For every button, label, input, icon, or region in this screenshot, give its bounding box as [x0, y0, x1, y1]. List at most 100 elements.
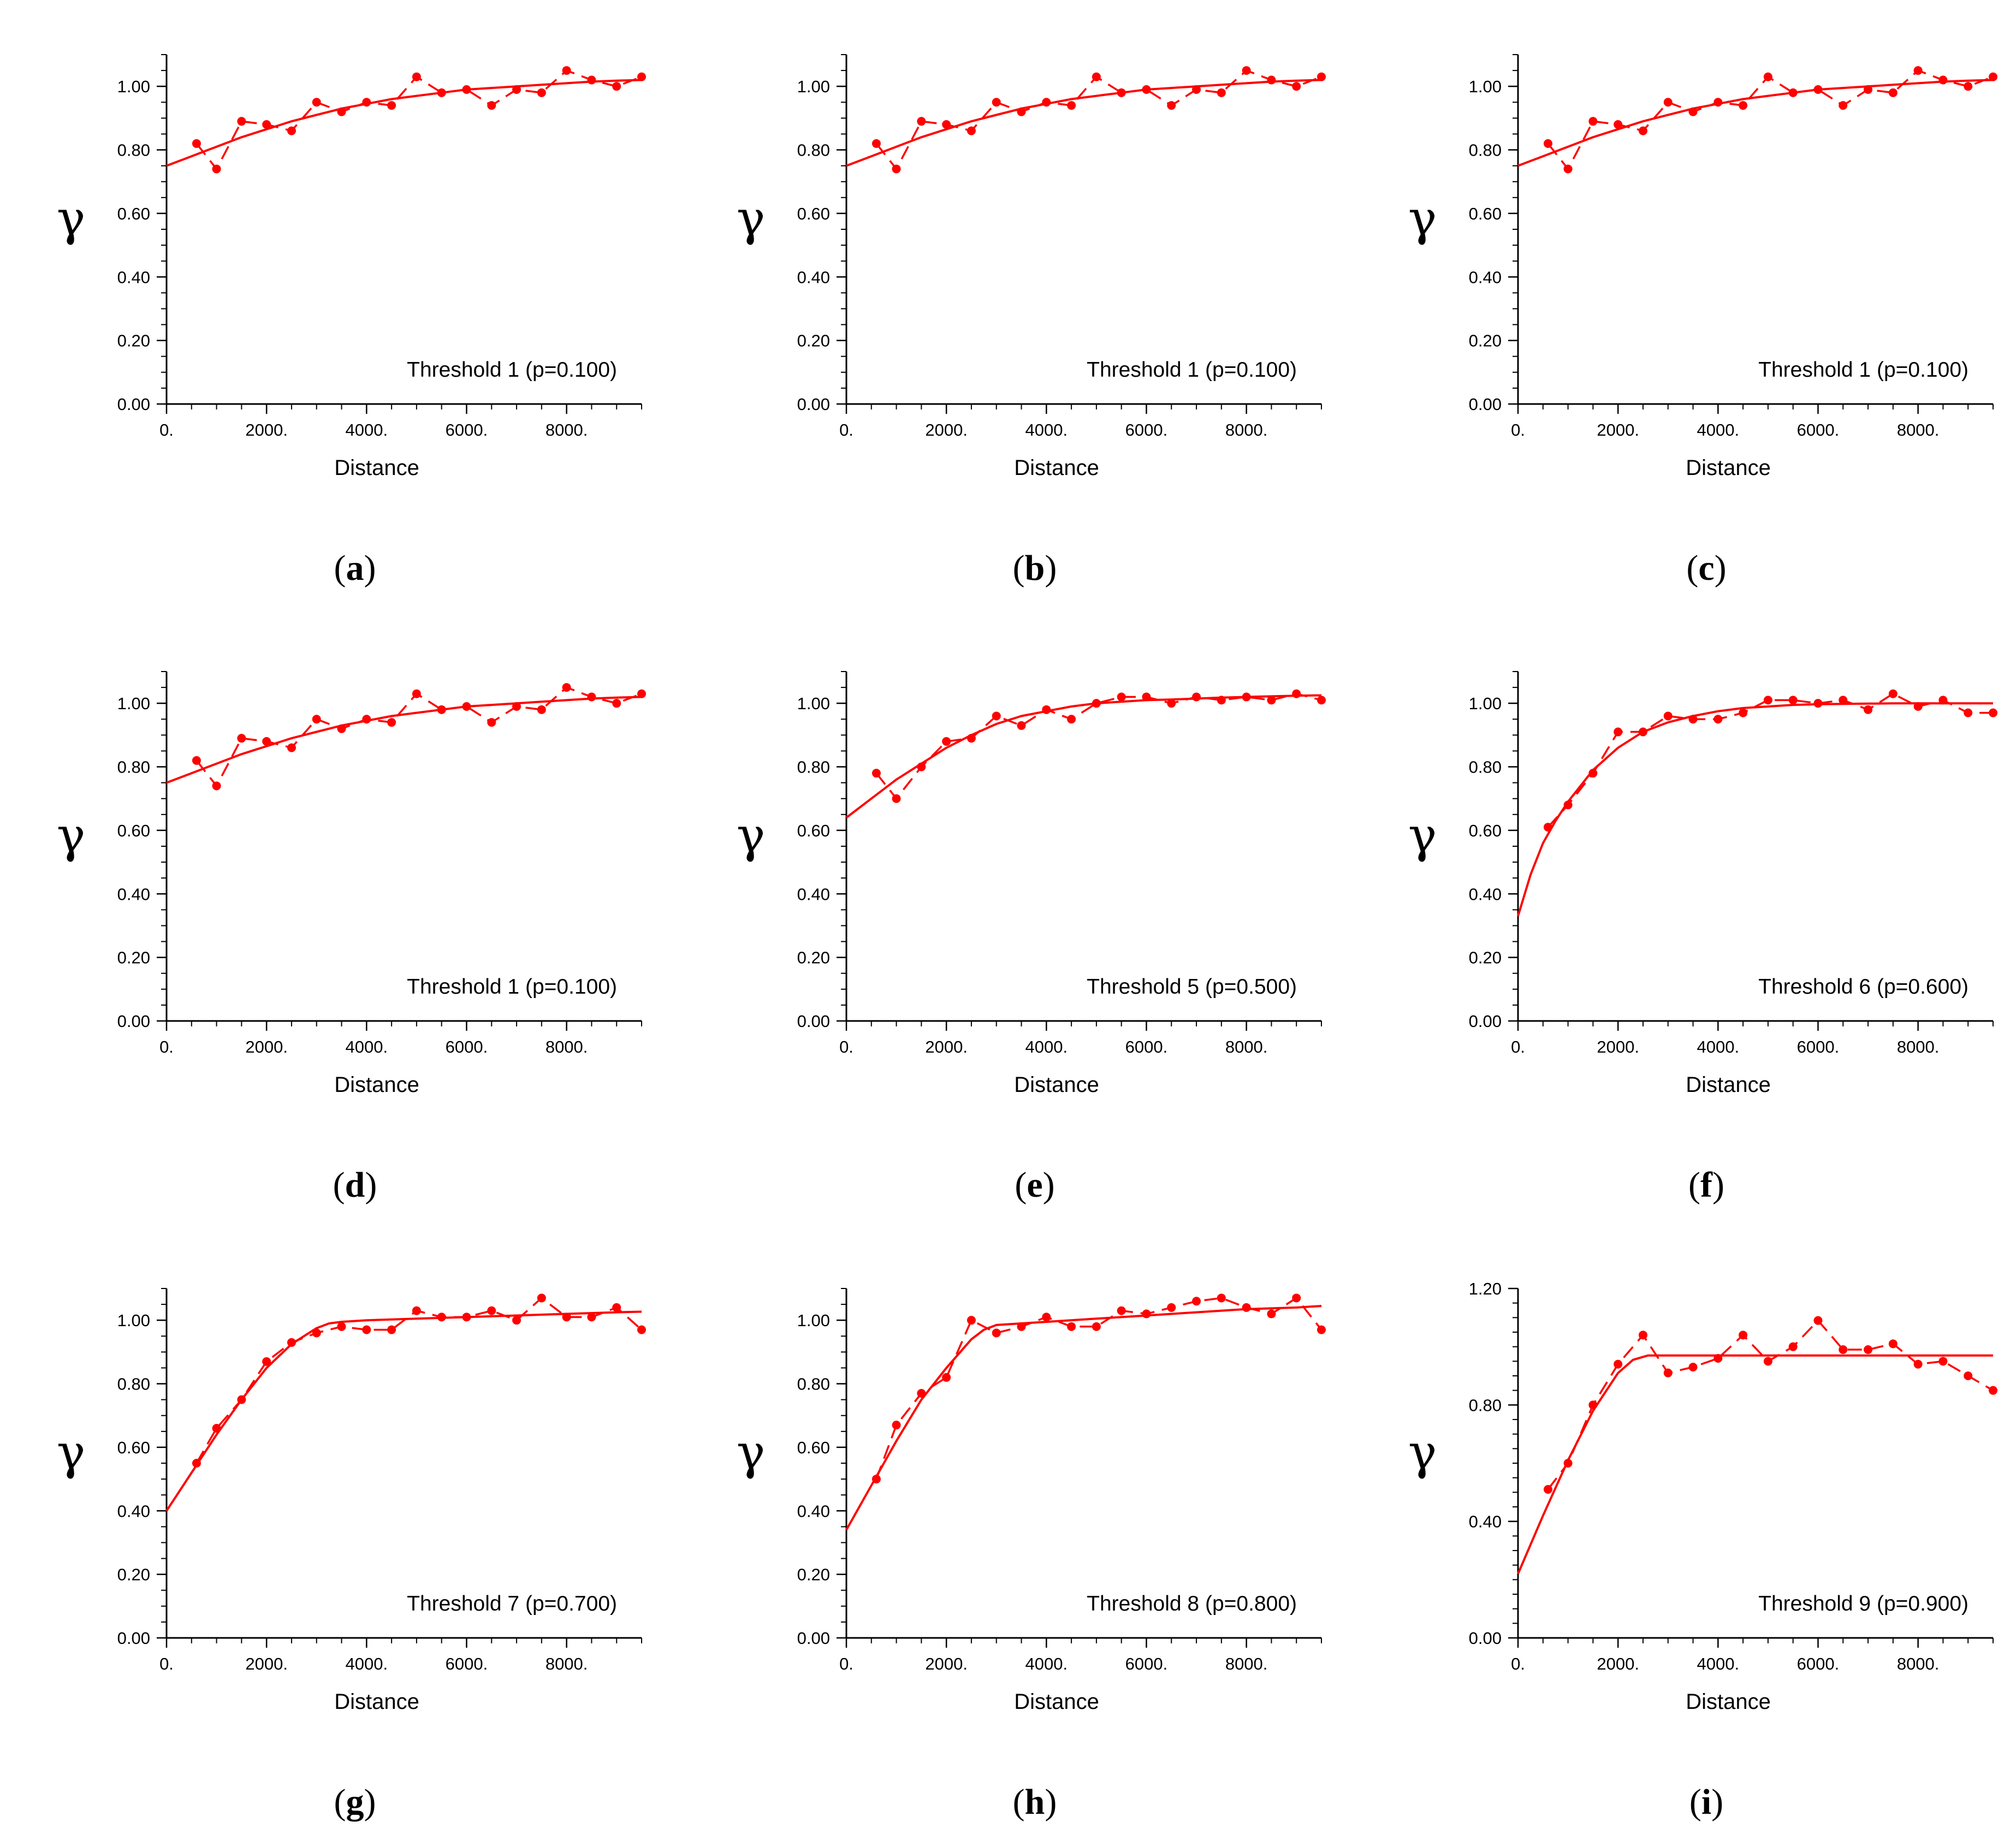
y-tick-label: 0.80 — [797, 141, 830, 160]
chart-svg: 0.00 0.20 0.40 0.60 0.80 1.00 0. 2000. 4000. 6000… — [1408, 54, 1997, 588]
data-point — [1067, 1322, 1076, 1331]
x-axis-title: Distance — [334, 1073, 419, 1097]
y-tick-label: 0.00 — [117, 395, 150, 414]
data-point — [1192, 692, 1201, 702]
threshold-annotation: Threshold 1 (p=0.100) — [407, 975, 617, 999]
data-point — [1167, 699, 1176, 708]
y-tick-label: 0.80 — [117, 758, 150, 777]
y-axis-title: γ — [737, 190, 766, 246]
x-tick-label: 6000. — [1125, 1654, 1168, 1673]
y-tick-label: 0.80 — [1469, 141, 1502, 160]
y-tick-label: 0.40 — [117, 884, 150, 904]
chart-panel-f: 0.00 0.20 0.40 0.60 0.80 1.00 0. 2000. 4000. 6000… — [1351, 617, 2016, 1230]
caption-paren-open: ( — [1686, 548, 1698, 588]
data-point — [387, 718, 396, 727]
y-tick-label: 0.80 — [1469, 758, 1502, 777]
y-tick-label: 0.40 — [117, 1501, 150, 1521]
data-point — [1938, 75, 1948, 85]
y-tick-label: 0.00 — [797, 395, 830, 414]
x-tick-label: 2000. — [925, 1654, 968, 1673]
data-point — [1292, 1293, 1301, 1303]
data-point — [1267, 1309, 1276, 1319]
x-tick-label: 0. — [1511, 420, 1525, 440]
panel-caption: (a) — [334, 548, 376, 588]
panel-caption: (h) — [1013, 1782, 1057, 1822]
y-tick-label: 0.60 — [797, 821, 830, 840]
experimental-line — [1547, 69, 1994, 171]
chart-panel-c: 0.00 0.20 0.40 0.60 0.80 1.00 0. 2000. 4000. 6000… — [1351, 0, 2016, 613]
y-tick-label: 0.20 — [117, 948, 150, 967]
chart-svg: 0.00 0.40 0.80 1.20 0. 2000. 4000. 6000. 8000. Di… — [1408, 1279, 1997, 1822]
y-axis-title: γ — [1408, 807, 1437, 863]
data-point — [917, 117, 926, 126]
x-tick-label: 2000. — [925, 420, 968, 440]
panel-caption: (d) — [333, 1165, 377, 1205]
x-tick-label: 8000. — [1225, 1037, 1268, 1056]
data-point — [1117, 1306, 1126, 1315]
caption-letter: f — [1700, 1165, 1713, 1205]
data-point — [512, 1316, 521, 1325]
y-tick-label: 0.60 — [117, 821, 150, 840]
caption-paren-open: ( — [1013, 548, 1025, 588]
data-point — [1588, 117, 1598, 126]
data-point — [1788, 1342, 1798, 1351]
data-point — [1739, 708, 1748, 717]
x-axis-title: Distance — [1014, 1690, 1099, 1714]
y-tick-label: 0.00 — [1469, 1012, 1502, 1031]
data-point — [1267, 75, 1276, 85]
data-point — [1864, 705, 1873, 714]
x-tick-label: 0. — [159, 1654, 174, 1673]
y-tick-label: 0.00 — [117, 1629, 150, 1648]
y-axis-title: γ — [57, 1424, 86, 1480]
data-point — [487, 101, 496, 110]
chart-svg: 0.00 0.20 0.40 0.60 0.80 1.00 0. 2000. 4000. 6000… — [737, 54, 1326, 588]
data-point — [942, 737, 951, 746]
data-point — [287, 743, 296, 752]
x-tick-label: 6000. — [446, 420, 488, 440]
threshold-annotation: Threshold 8 (p=0.800) — [1087, 1592, 1297, 1616]
experimental-line — [875, 69, 1322, 171]
x-tick-label: 8000. — [545, 1654, 588, 1673]
x-tick-label: 2000. — [1597, 420, 1639, 440]
data-point — [992, 1328, 1001, 1338]
data-point — [1964, 1371, 1973, 1380]
caption-paren-open: ( — [1013, 1782, 1025, 1822]
data-point — [262, 737, 271, 746]
model-curve — [845, 1305, 1322, 1531]
model-curve — [166, 79, 642, 167]
data-point — [237, 117, 246, 126]
x-axis-title: Distance — [1014, 1073, 1099, 1097]
data-point — [1964, 82, 1973, 91]
y-tick-label: 0.60 — [117, 1438, 150, 1457]
data-point — [1763, 696, 1772, 705]
experimental-line — [875, 692, 1322, 800]
threshold-annotation: Threshold 1 (p=0.100) — [1087, 358, 1297, 382]
data-point — [942, 120, 951, 129]
x-tick-label: 4000. — [1697, 420, 1740, 440]
y-tick-label: 0.80 — [797, 758, 830, 777]
data-point — [362, 1325, 371, 1334]
y-tick-label: 0.40 — [1469, 268, 1502, 287]
x-axis-title: Distance — [334, 1690, 419, 1714]
panel-caption: (g) — [334, 1782, 376, 1822]
x-tick-label: 4000. — [1025, 1654, 1068, 1673]
x-tick-label: 6000. — [1125, 1037, 1168, 1056]
threshold-annotation: Threshold 1 (p=0.100) — [1758, 358, 1968, 382]
y-tick-label: 1.00 — [1469, 694, 1502, 713]
panel-caption: (f) — [1688, 1165, 1724, 1205]
x-tick-label: 8000. — [545, 420, 588, 440]
data-point — [1563, 164, 1573, 174]
y-tick-label: 0.40 — [117, 268, 150, 287]
x-tick-label: 8000. — [1225, 420, 1268, 440]
caption-letter: d — [345, 1165, 365, 1205]
y-tick-label: 0.00 — [1469, 1629, 1502, 1648]
data-point — [1017, 721, 1026, 730]
y-axis-title: γ — [57, 190, 86, 246]
x-tick-label: 6000. — [446, 1654, 488, 1673]
data-point — [1543, 1485, 1552, 1494]
y-tick-label: 0.60 — [1469, 204, 1502, 223]
panel-caption: (e) — [1015, 1165, 1054, 1205]
x-tick-label: 8000. — [1897, 1654, 1940, 1673]
y-tick-label: 0.00 — [1469, 395, 1502, 414]
